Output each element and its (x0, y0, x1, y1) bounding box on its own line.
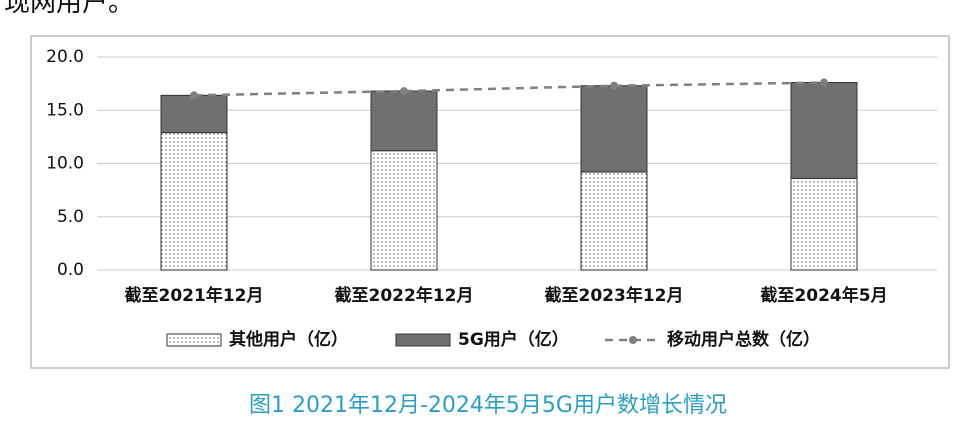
legend-label: 移动用户总数（亿） (667, 329, 820, 350)
y-tick-label: 20.0 (46, 47, 84, 67)
bar (580, 171, 648, 271)
legend-marker (629, 336, 637, 344)
line (193, 81, 825, 97)
legend-swatch (395, 333, 451, 347)
bar (370, 150, 438, 271)
bar (790, 82, 858, 179)
chart-frame (30, 35, 950, 369)
line-marker (400, 87, 408, 96)
x-tick-label: 截至2022年12月 (335, 285, 474, 306)
bar (160, 94, 228, 134)
legend-swatch (166, 333, 222, 347)
caption: 图1 2021年12月-2024年5月5G用户数增长情况 (249, 393, 727, 418)
line-marker (820, 78, 828, 87)
bar (580, 85, 648, 173)
x-tick-label: 截至2021年12月 (125, 285, 264, 306)
bar (790, 177, 858, 271)
legend-label: 其他用户（亿） (229, 329, 348, 350)
line-marker (190, 91, 198, 100)
bar (160, 132, 228, 271)
x-tick-label: 截至2024年5月 (760, 285, 887, 306)
y-tick-label: 0.0 (57, 260, 84, 280)
x-tick-label: 截至2023年12月 (545, 285, 684, 306)
y-tick-label: 15.0 (46, 100, 84, 120)
header-text: 现网用户。 (4, 0, 134, 18)
legend-label: 5G用户（亿） (458, 329, 569, 350)
bar (370, 90, 438, 152)
y-tick-label: 5.0 (57, 207, 84, 227)
y-tick-label: 10.0 (46, 154, 84, 174)
line-marker (610, 81, 618, 90)
